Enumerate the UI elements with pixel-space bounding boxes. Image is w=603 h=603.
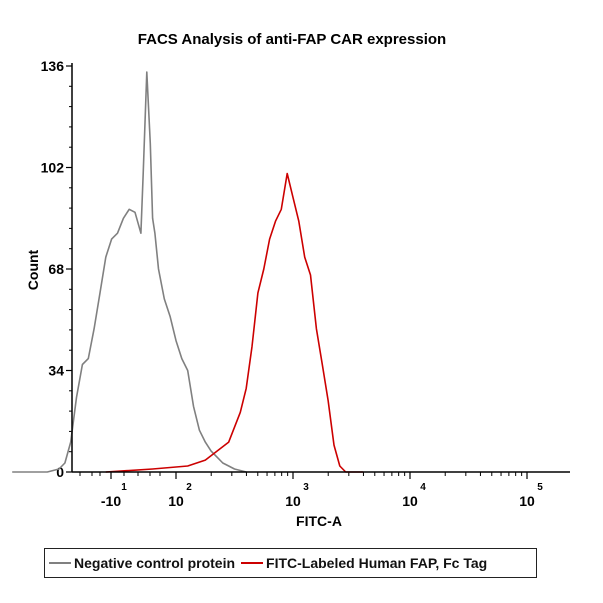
series-line-fitc-fap (105, 172, 364, 473)
legend-label-negative-control: Negative control protein (74, 555, 236, 571)
x-tick-exponent: 4 (420, 482, 426, 493)
chart-legend: Negative control protein FITC-Labeled Hu… (44, 548, 537, 578)
series-line-negative-control (12, 71, 247, 473)
series-layer (12, 71, 364, 473)
legend-item-fitc-fap: FITC-Labeled Human FAP, Fc Tag (235, 555, 487, 571)
y-axis-ticks: 0 34 68 102 136 (41, 58, 72, 480)
chart-title: FACS Analysis of anti-FAP CAR expression (138, 31, 446, 48)
y-tick-label: 68 (48, 261, 64, 277)
y-axis-label: Count (25, 249, 41, 290)
x-tick-exponent: 5 (537, 482, 543, 493)
legend-swatch-fitc-fap (241, 562, 264, 564)
x-tick-exponent: 1 (121, 482, 127, 493)
x-tick-label: 10 (168, 493, 184, 509)
x-axis-label: FITC-A (296, 513, 342, 529)
x-tick-label: 10 (285, 493, 301, 509)
y-tick-label: 136 (41, 58, 65, 74)
y-tick-label: 102 (41, 160, 65, 176)
legend-swatch-negative-control (49, 562, 71, 564)
y-tick-label: 0 (56, 464, 64, 480)
x-tick-label: -10 (101, 493, 121, 509)
y-tick-label: 34 (48, 363, 64, 379)
legend-label-fitc-fap: FITC-Labeled Human FAP, Fc Tag (266, 555, 488, 571)
x-tick-label: 10 (519, 493, 535, 509)
x-tick-label: 10 (402, 493, 418, 509)
legend-item-negative-control: Negative control protein (45, 555, 235, 571)
x-tick-exponent: 2 (186, 482, 192, 493)
x-tick-exponent: 3 (303, 482, 309, 493)
